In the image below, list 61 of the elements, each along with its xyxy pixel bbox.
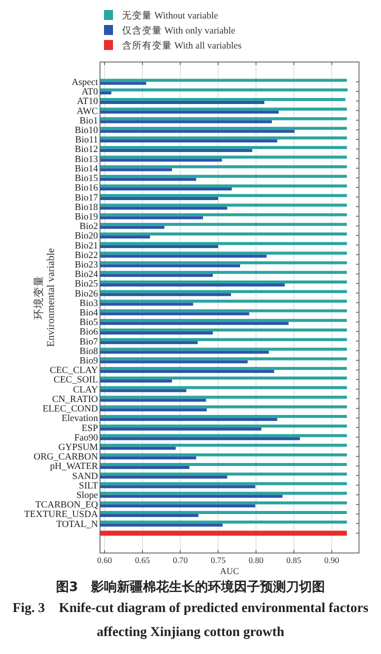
- y-tick-label: ESP: [82, 424, 98, 434]
- y-tick-label: Bio8: [80, 346, 98, 357]
- y-tick-label: AT0: [82, 88, 98, 98]
- y-tick-label: TEXTURE_USDA: [24, 510, 98, 520]
- y-tick-label: SILT: [78, 481, 98, 492]
- y-tick-label: CEC_SOIL: [54, 376, 98, 386]
- y-tick-label: Bio1: [80, 116, 98, 126]
- y-tick-label: AT10: [76, 97, 98, 108]
- y-tick-label: Bio13: [74, 154, 98, 165]
- y-tick-label: Fao90: [74, 433, 98, 444]
- x-tick-label: 0.90: [324, 555, 340, 565]
- y-tick-label: Bio24: [74, 270, 98, 280]
- y-tick-label: ORG_CARBON: [34, 452, 98, 463]
- y-tick-label: Bio25: [74, 280, 98, 290]
- y-tick-label: Bio15: [74, 174, 98, 184]
- x-tick-label: 0.85: [286, 555, 302, 565]
- y-tick-label: TOTAL_N: [56, 520, 98, 530]
- y-tick-label: Elevation: [62, 414, 98, 424]
- y-tick-label: Bio14: [74, 164, 98, 174]
- x-tick-label: 0.75: [210, 555, 226, 565]
- y-tick-label: Bio19: [74, 212, 98, 222]
- y-tick-label: Bio9: [80, 356, 98, 367]
- legend-label: 含所有变量 With all variables: [122, 40, 242, 52]
- y-tick-label: Bio16: [74, 184, 98, 194]
- x-tick-label: 0.70: [172, 555, 188, 565]
- y-tick-label: Bio26: [74, 289, 98, 300]
- y-tick-label: Bio3: [80, 298, 98, 309]
- y-tick-label: Bio4: [80, 308, 98, 318]
- y-tick-label: CLAY: [73, 385, 98, 396]
- text: Fig. 3 Knife-cut diagram of predicted environmental factors affecting Xinjiang cotton growth: [12, 599, 370, 641]
- y-tick-label: Bio11: [75, 136, 98, 146]
- y-tick-label: AWC: [76, 106, 98, 117]
- y-tick-label: Bio10: [74, 126, 98, 136]
- y-tick-label: CEC_CLAY: [50, 366, 98, 376]
- y-tick-label: Bio7: [80, 337, 98, 348]
- y-tick-label: Bio17: [74, 193, 98, 204]
- x-tick-label: 0.80: [248, 555, 264, 565]
- y-axis-title: 环境变量 Environmental variable: [32, 248, 57, 347]
- y-tick-label: TCARBON_EQ: [35, 500, 98, 511]
- y-tick-label: Bio12: [74, 145, 98, 156]
- y-tick-label: Bio21: [74, 241, 98, 252]
- x-axis-title: AUC: [220, 566, 240, 576]
- x-tick-label: 0.65: [134, 555, 150, 565]
- y-tick-label: Bio2: [80, 222, 98, 232]
- y-tick-label: Bio20: [74, 232, 98, 242]
- legend-label: 仅含变量 With only variable: [122, 24, 236, 36]
- y-tick-label: Bio5: [80, 318, 98, 328]
- y-tick-label: CN_RATIO: [52, 394, 98, 405]
- x-tick-label: 0.60: [97, 555, 112, 565]
- y-tick-label: pH_WATER: [50, 462, 99, 472]
- legend-label: 无变量 Without variable: [122, 10, 218, 22]
- y-tick-label: Bio6: [80, 328, 98, 338]
- text: 图3 影响新疆棉花生长的环境因子预测刀切图: [54, 578, 326, 596]
- y-tick-label: GYPSUM: [58, 442, 99, 453]
- y-tick-label: Aspect: [72, 78, 98, 88]
- y-tick-label: Bio22: [74, 250, 98, 261]
- y-tick-label: ELEC_COND: [42, 404, 98, 415]
- y-tick-label: SAND: [72, 472, 98, 482]
- y-tick-label: Slope: [76, 490, 98, 501]
- y-tick-label: Bio23: [74, 260, 98, 270]
- y-tick-label: Bio18: [74, 202, 98, 213]
